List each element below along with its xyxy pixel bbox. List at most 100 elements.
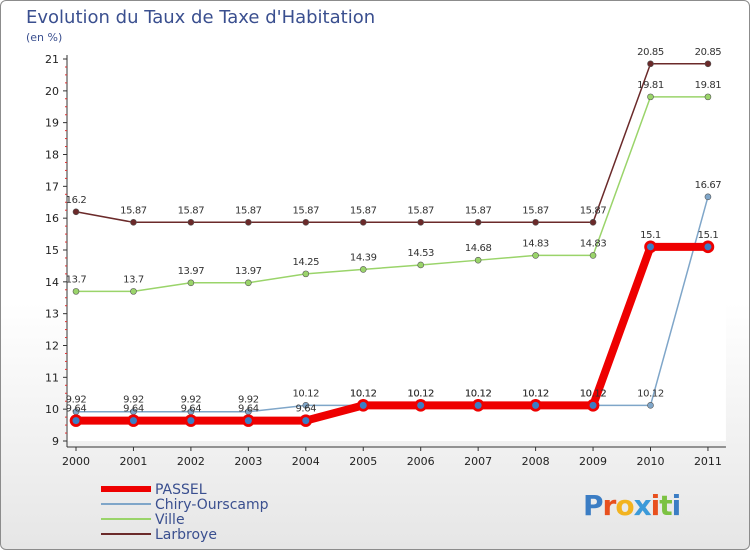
y-tick-label: 21 — [45, 53, 59, 66]
data-label: 14.68 — [465, 243, 492, 254]
series-line-ville — [75, 96, 709, 293]
data-point-inner — [302, 417, 310, 425]
data-label: 14.53 — [407, 248, 434, 259]
data-label: 15.87 — [292, 205, 319, 216]
data-label: 16.67 — [695, 180, 722, 191]
data-label: 10.12 — [522, 388, 549, 399]
data-point — [359, 219, 367, 226]
data-label: 13.97 — [235, 266, 262, 277]
x-tick-label: 2002 — [177, 455, 205, 468]
data-label: 19.81 — [695, 80, 722, 91]
data-point — [72, 208, 80, 216]
data-point-inner — [187, 417, 195, 425]
plot-area — [66, 51, 726, 441]
data-label: 14.83 — [580, 238, 607, 249]
data-label: 15.87 — [580, 205, 607, 216]
data-point-inner — [417, 401, 425, 409]
data-label: 15.87 — [465, 205, 492, 216]
data-label: 20.85 — [695, 47, 722, 58]
data-point — [130, 288, 137, 295]
data-point — [647, 402, 654, 409]
data-point-inner — [589, 401, 597, 409]
data-point-inner — [704, 243, 712, 251]
series-line-passel — [72, 242, 712, 425]
data-point-inner — [72, 417, 80, 425]
data-label: 15.1 — [640, 230, 661, 241]
data-label: 10.12 — [292, 388, 319, 399]
data-label: 16.2 — [66, 195, 87, 206]
data-label: 15.1 — [698, 230, 719, 241]
data-label: 9.64 — [123, 404, 144, 415]
legend-label: Larbroye — [155, 527, 217, 543]
data-point — [532, 219, 539, 226]
data-point — [72, 288, 80, 295]
y-tick-label: 19 — [45, 117, 59, 130]
data-label: 15.87 — [522, 205, 549, 216]
data-label: 20.85 — [637, 47, 664, 58]
data-label: 10.12 — [580, 388, 607, 399]
data-label: 14.83 — [522, 238, 549, 249]
x-tick-label: 2011 — [694, 455, 722, 468]
x-tick-label: 2001 — [119, 455, 147, 468]
data-label: 9.92 — [123, 395, 144, 406]
data-label: 9.92 — [238, 395, 259, 406]
data-point — [532, 252, 539, 259]
x-tick-label: 2007 — [464, 455, 492, 468]
x-tick-label: 2003 — [234, 455, 262, 468]
data-label: 9.92 — [181, 395, 202, 406]
y-tick-label: 11 — [45, 371, 59, 384]
data-label: 13.7 — [66, 274, 87, 285]
data-point — [302, 402, 310, 409]
data-label: 10.12 — [465, 388, 492, 399]
y-tick-label: 13 — [45, 308, 59, 321]
data-point — [130, 219, 137, 226]
y-tick-label: 16 — [45, 212, 59, 225]
data-label: 15.87 — [178, 205, 205, 216]
data-label: 9.64 — [66, 404, 87, 415]
data-point — [647, 60, 654, 68]
x-tick-label: 2010 — [637, 455, 665, 468]
data-point — [704, 193, 712, 201]
x-tick-label: 2000 — [62, 455, 90, 468]
data-label: 15.87 — [235, 205, 262, 216]
data-label: 10.12 — [522, 388, 549, 399]
data-point-inner — [532, 401, 540, 409]
data-point — [589, 219, 597, 226]
data-label: 19.81 — [637, 80, 664, 91]
data-label: 15.87 — [350, 205, 377, 216]
legend-label: Chiry-Ourscamp — [155, 497, 269, 513]
chart-title: Evolution du Taux de Taxe d'Habitation — [26, 7, 376, 28]
legend-label: PASSEL — [155, 482, 207, 498]
data-point — [704, 93, 712, 101]
data-point — [704, 60, 712, 68]
data-label: 10.12 — [637, 388, 664, 399]
x-tick-label: 2004 — [292, 455, 320, 468]
x-tick-label: 2008 — [522, 455, 550, 468]
y-axis-unit: (en %) — [26, 31, 63, 44]
data-label: 14.25 — [292, 257, 319, 268]
data-point-inner — [647, 243, 654, 251]
x-tick-label: 2006 — [407, 455, 435, 468]
y-tick-label: 17 — [45, 180, 59, 193]
data-label: 13.7 — [123, 274, 144, 285]
data-label: 10.12 — [350, 388, 377, 399]
data-point — [302, 270, 310, 278]
x-tick-label: 2005 — [349, 455, 377, 468]
data-point-inner — [129, 417, 137, 425]
y-tick-label: 14 — [45, 276, 59, 289]
data-label: 9.64 — [181, 404, 202, 415]
data-label: 15.87 — [120, 205, 147, 216]
proxiti-logo: Proxiti — [583, 489, 681, 522]
data-label: 10.12 — [350, 388, 377, 399]
data-label: 10.12 — [465, 388, 492, 399]
data-label: 14.39 — [350, 252, 377, 263]
y-tick-label: 10 — [45, 403, 59, 416]
data-label: 9.64 — [295, 404, 316, 415]
data-point — [187, 219, 195, 226]
y-tick-label: 18 — [45, 149, 59, 162]
data-label: 9.64 — [238, 404, 259, 415]
data-point — [302, 219, 310, 226]
data-point — [647, 93, 654, 101]
